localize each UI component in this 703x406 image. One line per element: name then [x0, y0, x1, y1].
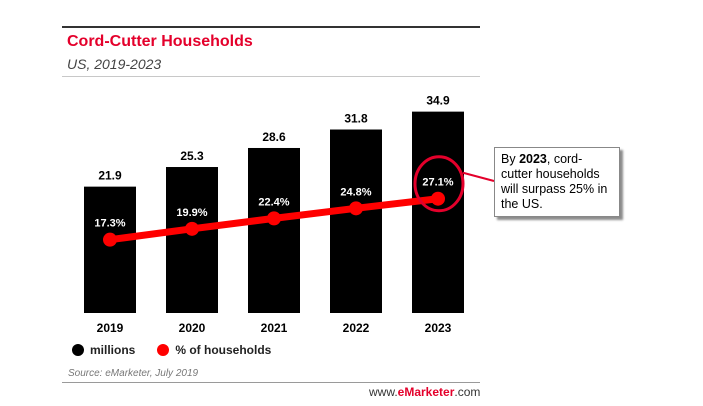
- x-tick-2022: 2022: [343, 321, 370, 335]
- highlight-ellipse: [413, 155, 465, 213]
- bar-2023: [412, 111, 464, 313]
- chart-title: Cord-Cutter Households: [67, 33, 253, 50]
- brand-link[interactable]: www.eMarketer.com: [369, 385, 480, 399]
- x-tick-2020: 2020: [179, 321, 206, 335]
- bar-2021: [248, 147, 300, 313]
- bottom-rule: [62, 382, 480, 383]
- point-label-2022: 24.8%: [340, 186, 371, 198]
- x-tick-2019: 2019: [97, 321, 124, 335]
- point-label-2020: 19.9%: [176, 207, 207, 219]
- legend-swatch-millions: [72, 344, 84, 356]
- bar-label-2021: 28.6: [262, 130, 286, 144]
- callout-connector: [462, 171, 495, 182]
- chart-subtitle: US, 2019-2023: [67, 56, 162, 72]
- x-tick-2021: 2021: [261, 321, 288, 335]
- x-tick-2023: 2023: [425, 321, 452, 335]
- bar-label-2020: 25.3: [180, 149, 204, 163]
- bar-2020: [166, 167, 218, 313]
- brand-name: eMarketer: [397, 385, 455, 399]
- point-label-2019: 17.3%: [94, 218, 125, 230]
- brand-prefix: www.: [369, 385, 398, 399]
- legend-item-households: % of households: [157, 343, 271, 357]
- point-label-2023: 27.1%: [422, 177, 453, 189]
- point-2020: [185, 221, 199, 236]
- source-note: Source: eMarketer, July 2019: [68, 368, 199, 379]
- point-label-2021: 22.4%: [258, 196, 289, 208]
- subtitle-rule: [62, 76, 480, 77]
- bar-2022: [330, 129, 382, 313]
- legend-label-millions: millions: [90, 343, 136, 357]
- top-rule: [62, 26, 480, 28]
- legend-item-millions: millions: [72, 343, 135, 357]
- bar-label-2023: 34.9: [426, 94, 450, 108]
- bar-2019: [84, 186, 136, 313]
- bar-label-2019: 21.9: [98, 169, 122, 183]
- bar-label-2022: 31.8: [344, 112, 368, 126]
- callout-text-after: , cord-cutter households will surpass 25…: [501, 152, 608, 211]
- point-2022: [349, 201, 363, 216]
- legend: millions % of households: [72, 343, 271, 357]
- callout-text-before: By: [501, 152, 520, 166]
- point-2019: [103, 232, 117, 247]
- callout-box: By 2023, cord-cutter households will sur…: [494, 147, 620, 217]
- legend-swatch-households: [157, 344, 170, 356]
- brand-suffix: .com: [454, 385, 481, 399]
- legend-label-households: % of households: [175, 343, 272, 357]
- point-2021: [267, 211, 281, 226]
- callout-year: 2023: [519, 152, 547, 166]
- point-2023: [431, 191, 445, 206]
